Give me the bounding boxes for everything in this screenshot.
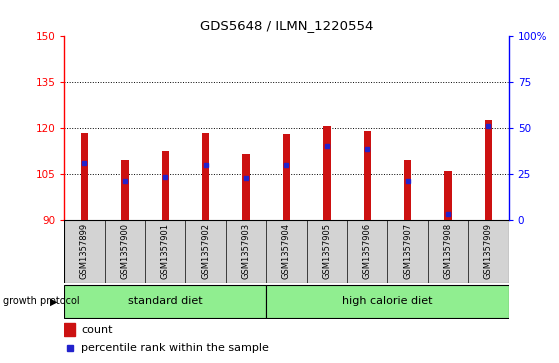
Text: GSM1357907: GSM1357907 — [403, 223, 412, 280]
Text: growth protocol: growth protocol — [3, 296, 79, 306]
Bar — [162, 151, 169, 220]
Text: count: count — [82, 325, 113, 335]
Text: ▶: ▶ — [50, 296, 58, 306]
Bar — [323, 126, 330, 220]
Text: GSM1357903: GSM1357903 — [241, 223, 250, 280]
Text: high calorie diet: high calorie diet — [342, 296, 433, 306]
Text: standard diet: standard diet — [128, 296, 202, 306]
Bar — [444, 171, 452, 220]
Text: percentile rank within the sample: percentile rank within the sample — [82, 343, 269, 354]
Text: GSM1357902: GSM1357902 — [201, 223, 210, 280]
Bar — [404, 160, 411, 220]
Bar — [121, 160, 129, 220]
Bar — [243, 154, 250, 220]
Text: GSM1357906: GSM1357906 — [363, 223, 372, 280]
Text: GSM1357909: GSM1357909 — [484, 223, 493, 280]
Title: GDS5648 / ILMN_1220554: GDS5648 / ILMN_1220554 — [200, 19, 373, 32]
Text: GSM1357901: GSM1357901 — [161, 223, 170, 280]
Bar — [81, 132, 88, 220]
Bar — [283, 134, 290, 220]
Text: GSM1357908: GSM1357908 — [444, 223, 453, 280]
Bar — [202, 132, 209, 220]
Text: GSM1357900: GSM1357900 — [120, 223, 129, 280]
Bar — [485, 120, 492, 220]
Text: GSM1357904: GSM1357904 — [282, 223, 291, 280]
Bar — [64, 220, 509, 283]
Bar — [64, 323, 75, 336]
Text: GSM1357905: GSM1357905 — [323, 223, 331, 280]
Text: GSM1357899: GSM1357899 — [80, 223, 89, 280]
Bar — [266, 285, 509, 318]
Bar — [64, 285, 266, 318]
Bar — [364, 131, 371, 220]
